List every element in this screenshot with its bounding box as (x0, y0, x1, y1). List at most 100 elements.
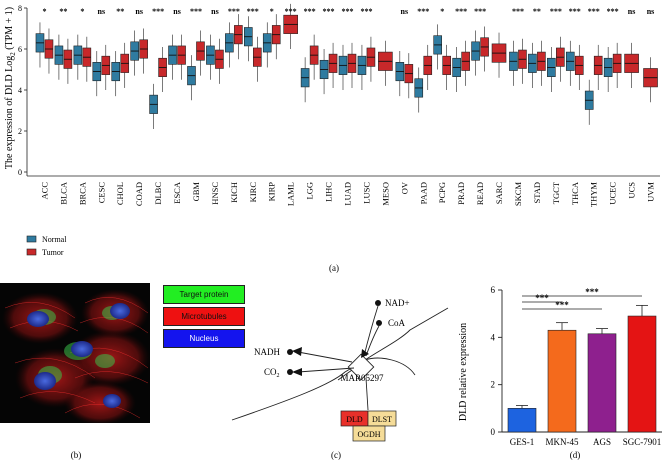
sig-label-lusc: *** (360, 7, 372, 16)
box-normal-pcpg (433, 24, 442, 70)
x-tick-label-prad: PRAD (456, 182, 466, 205)
x-tick-label-skcm: SKCM (513, 182, 523, 207)
box-meso (378, 40, 393, 86)
box-tumor-ucec (612, 42, 622, 88)
box-tumor-skcm (518, 38, 527, 84)
x-tick-label-lusc: LUSC (361, 182, 371, 204)
y-tick-label: 4 (18, 86, 22, 95)
box-normal-ucec (603, 46, 613, 93)
box-ucs (624, 42, 639, 88)
nad-node (375, 300, 381, 306)
box-normal-kich (225, 22, 234, 68)
box-normal-dlbc (149, 83, 158, 129)
panel-a-x-tick-labels: ACC BLCA BRCA CESC CHOL COAD DLBC ESCA GBM HNSC KI… (39, 181, 655, 207)
sig-label-acc: * (42, 7, 46, 16)
legend-tumor-swatch (26, 248, 37, 256)
sig-label-ucec: *** (607, 7, 619, 16)
box-normal-lihc (319, 49, 329, 95)
sig-label-2: *** (585, 287, 599, 297)
box-tumor-lgg (309, 34, 319, 80)
box-normal-brca (73, 34, 83, 80)
x-tick-label-hnsc: HNSC (210, 182, 220, 205)
box-tumor-kich (234, 14, 243, 60)
panel-d-label: (d) (570, 450, 581, 460)
sig-label-kirp: * (270, 7, 274, 16)
sig-label-paad: *** (417, 7, 429, 16)
box-normal-stad (528, 42, 537, 88)
x-tick-label-lgg: LGG (305, 182, 315, 199)
sig-label-brca: * (80, 7, 84, 16)
x-tick-label-cesc: CESC (96, 182, 106, 204)
sig-label-luad: *** (342, 7, 354, 16)
box-tumor-gbm (196, 30, 205, 76)
sig-label-cesc: ns (98, 7, 106, 16)
x-tick-label-laml: LAML (286, 182, 296, 206)
bar-sgc-7901 (627, 315, 657, 433)
panel-a-y-label: The expression of DLD Log2 (TPM + 1) (4, 7, 17, 169)
sig-label-pcpg: * (440, 7, 444, 16)
x-tick-label-paad: PAAD (418, 182, 428, 204)
sig-label-0: *** (555, 300, 569, 310)
legend-tumor-label: Tumor (42, 248, 64, 257)
box-tumor-brca (82, 36, 92, 82)
reaction-node (347, 353, 375, 381)
box-tumor-chol (120, 42, 130, 88)
box-tumor-acc (44, 28, 54, 74)
box-normal-acc (35, 22, 45, 68)
legend-microtubules: Microtubules (163, 307, 245, 326)
panel-a-significance-labels: * ** * ns ** ns *** ns *** ns *** *** * *** *** *** *** *… (42, 7, 654, 16)
y-tick-label: 0 (18, 168, 22, 177)
box-tumor-pcpg (442, 44, 451, 90)
box-normal-hnsc (206, 34, 215, 80)
sig-label-thca: *** (569, 7, 581, 16)
sig-label-kirc: *** (247, 7, 259, 16)
legend-normal-swatch (26, 235, 37, 243)
x-tick-label-esca: ESCA (172, 181, 182, 204)
x-tick-label-brca: BRCA (77, 181, 87, 205)
sig-label-lihc: *** (323, 7, 335, 16)
box-normal-thym (584, 79, 594, 125)
box-tumor-paad (423, 44, 433, 90)
box-normal-cesc (92, 51, 102, 97)
nadh-label: NADH (254, 347, 280, 357)
sig-label-coad: ns (135, 7, 143, 16)
dlst-label: DLST (372, 415, 392, 424)
box-tumor-ov (404, 53, 414, 99)
sig-label-skcm: *** (512, 7, 524, 16)
nadh-node (287, 349, 293, 355)
box-sarc (491, 32, 507, 78)
box-tumor-read (480, 26, 489, 72)
sig-label-hnsc: ns (211, 7, 219, 16)
sig-label-dlbc: *** (152, 7, 164, 16)
x-tick-label-coad: COAD (134, 182, 144, 206)
x-tick-label-chol: CHOL (115, 182, 125, 205)
box-tumor-thca (574, 44, 584, 90)
box-tumor-coad (139, 28, 148, 74)
box-normal-lusc (357, 44, 367, 90)
box-tumor-esca (177, 34, 186, 80)
d-x-tick-label-sgc-7901: SGC-7901 (623, 437, 662, 447)
sig-label-thym: *** (588, 7, 600, 16)
x-tick-label-kirp: KIRP (267, 182, 277, 202)
y-tick-label: 8 (18, 4, 22, 13)
sig-label-1: *** (535, 293, 549, 303)
d-x-tick-label-mkn-45: MKN-45 (546, 437, 579, 447)
box-tumor-kirc (253, 36, 262, 82)
box-normal-gbm (187, 55, 196, 101)
box-tumor-luad (347, 42, 357, 88)
sig-label-ucs: ns (628, 7, 636, 16)
sig-label-stad: ** (533, 7, 541, 16)
box-laml (283, 3, 298, 49)
y-tick-label: 6 (18, 45, 22, 54)
panel-a-boxplot: 0 2 4 6 8 The expression of DLD Log2 (TPM + … (4, 3, 660, 273)
d-y-tick-label: 0 (491, 427, 496, 437)
box-tumor-lusc (366, 36, 376, 82)
d-y-tick-label: 6 (491, 285, 496, 295)
x-tick-label-read: READ (475, 182, 485, 205)
panel-a-label: (a) (329, 263, 339, 273)
x-tick-label-kich: KICH (229, 182, 239, 203)
panel-d-bars: GES-1 MKN-45 AGS SGC-7901 (507, 304, 662, 447)
panel-b-label: (b) (71, 450, 82, 460)
box-tumor-lihc (328, 42, 338, 88)
box-normal-lgg (300, 57, 310, 103)
